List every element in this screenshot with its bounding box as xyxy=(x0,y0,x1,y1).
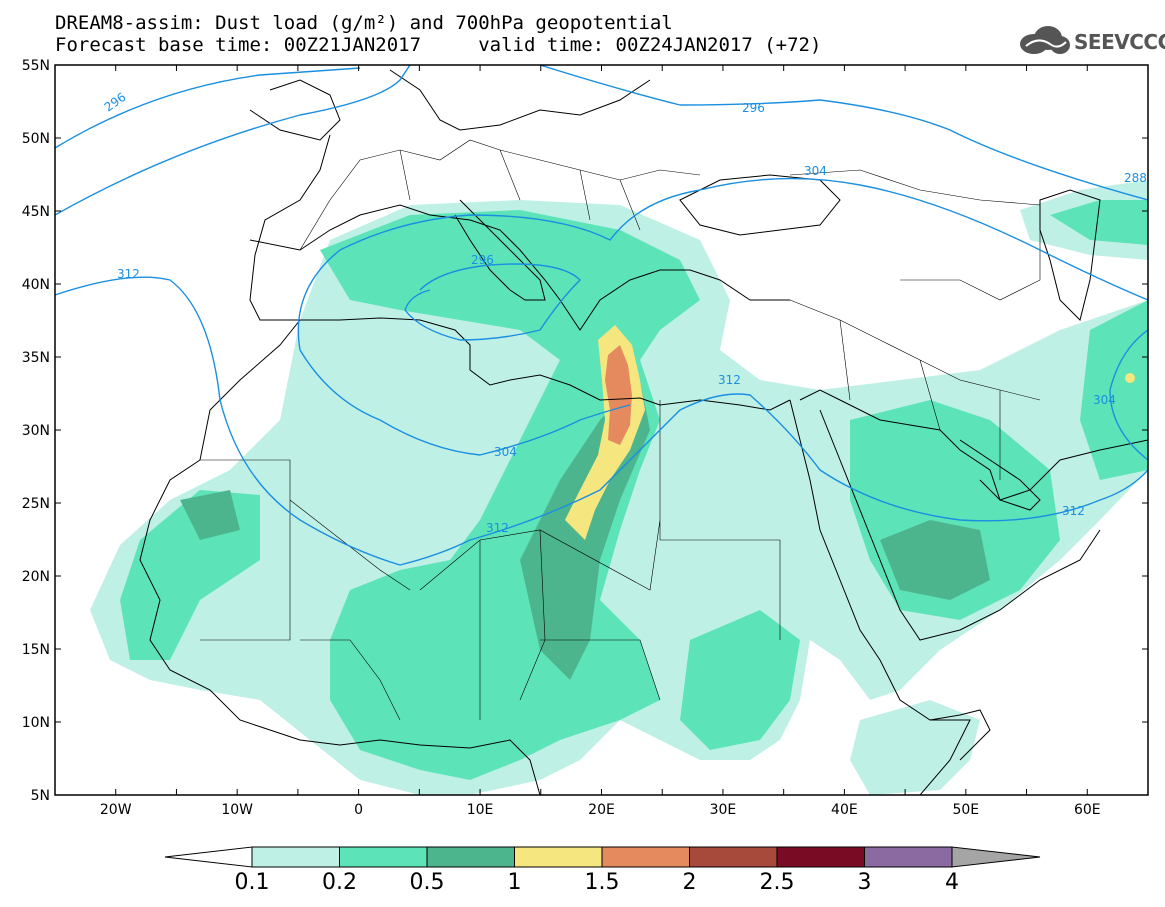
coast-east-africa xyxy=(789,399,971,795)
contour-label: 296 xyxy=(471,253,494,267)
latitude-label: 10N xyxy=(22,715,50,731)
contour-label: 296 xyxy=(102,90,129,115)
contour-296-nw xyxy=(55,65,411,216)
dust-layer-medium-south xyxy=(680,610,800,750)
colorbar-swatch xyxy=(601,846,690,868)
contour-label: 304 xyxy=(804,164,827,178)
colorbar-swatch xyxy=(689,846,778,868)
latitude-label: 45N xyxy=(22,204,50,220)
cloud-logo-icon xyxy=(1020,26,1070,54)
longitude-label: 0 xyxy=(354,802,363,818)
contour-304-inner xyxy=(299,349,631,456)
latitude-label: 55N xyxy=(22,58,50,74)
coast-europe-south xyxy=(249,204,790,331)
geopotential-contours xyxy=(55,65,1148,566)
colorbar-level-label: 2 xyxy=(682,870,697,895)
colorbar-level-label: 1 xyxy=(507,870,522,895)
forecast-time-line: Forecast base time: 00Z21JAN2017 valid t… xyxy=(55,34,822,56)
seevccc-logo: SEEVCCC xyxy=(1016,24,1165,58)
contour-304-east xyxy=(1109,329,1148,461)
colorbar-level-label: 2.5 xyxy=(759,870,795,895)
latitude-label: 40N xyxy=(22,277,50,293)
contour-312-west xyxy=(55,276,1148,566)
coast-caspian xyxy=(1039,189,1101,321)
contour-label: 312 xyxy=(117,267,140,281)
longitude-label: 10E xyxy=(467,802,494,818)
contour-label: 312 xyxy=(1062,504,1085,518)
border-lines-africa xyxy=(200,400,781,721)
contour-label: 312 xyxy=(718,373,741,387)
longitude-label: 20E xyxy=(588,802,615,818)
longitude-label: 30E xyxy=(710,802,737,818)
latitude-label: 30N xyxy=(22,423,50,439)
colorbar-level-label: 0.2 xyxy=(322,870,357,895)
longitude-label: 50E xyxy=(952,802,979,818)
latitude-label: 35N xyxy=(22,350,50,366)
colorbar-level-label: 3 xyxy=(857,870,872,895)
contour-label: 312 xyxy=(486,521,509,535)
coast-red-sea-east xyxy=(819,409,1101,641)
dust-layer-orange xyxy=(605,345,632,445)
longitude-label: 40E xyxy=(831,802,858,818)
dust-shading xyxy=(90,180,1148,795)
map-title: DREAM8-assim: Dust load (g/m²) and 700hP… xyxy=(55,12,673,34)
contour-296-west xyxy=(55,67,361,149)
contour-label: 288 xyxy=(1124,171,1147,185)
contour-296-south xyxy=(539,65,1148,201)
coast-madagascar-horn xyxy=(929,709,991,761)
coast-arabia xyxy=(799,389,1148,501)
colorbar-level-label: 4 xyxy=(945,870,959,895)
contour-label: 304 xyxy=(1093,393,1116,407)
colorbar-level-label: 0.1 xyxy=(234,870,270,895)
colorbar xyxy=(164,846,1041,868)
latitude-label: 25N xyxy=(22,496,50,512)
latitude-label: 5N xyxy=(31,788,50,804)
border-lines-europe xyxy=(299,139,701,251)
colorbar-high-arrow xyxy=(951,846,1041,868)
coast-europe-north xyxy=(249,69,651,141)
colorbar-low-arrow xyxy=(164,846,253,868)
coast-persian-gulf xyxy=(959,439,1041,511)
dust-layer-dark-arabia xyxy=(880,520,990,600)
colorbar-level-label: 1.5 xyxy=(584,870,620,895)
dust-layer-medium-caspian xyxy=(1050,200,1148,245)
colorbar-swatch xyxy=(514,846,603,868)
colorbar-swatch xyxy=(251,846,340,868)
logo-text: SEEVCCC xyxy=(1074,30,1165,54)
border-lines-asia xyxy=(789,169,1041,480)
coastlines xyxy=(139,69,1148,795)
colorbar-swatch xyxy=(776,846,865,868)
dust-layer-dark-west xyxy=(180,490,240,540)
coast-black-sea xyxy=(679,174,841,236)
longitude-label: 20W xyxy=(100,802,132,818)
dust-spot-yellow xyxy=(1125,373,1135,383)
dust-layer-light-east xyxy=(850,700,980,795)
axis-ticks xyxy=(55,64,1148,796)
coast-west-africa xyxy=(139,134,541,795)
contour-label: 304 xyxy=(494,445,517,459)
colorbar-swatch xyxy=(339,846,428,868)
latitude-label: 20N xyxy=(22,569,50,585)
colorbar-swatch xyxy=(426,846,515,868)
contour-296-low xyxy=(404,263,581,341)
colorbar-swatch xyxy=(864,846,953,868)
colorbar-level-label: 0.5 xyxy=(409,870,445,895)
coast-italy xyxy=(454,199,546,301)
latitude-label: 50N xyxy=(22,131,50,147)
latitude-label: 15N xyxy=(22,642,50,658)
contour-304-ring xyxy=(297,177,1148,351)
country-borders xyxy=(200,139,1041,721)
longitude-labels: 20W 10W 0 10E 20E 30E 40E 50E 60E xyxy=(100,802,1101,818)
latitude-labels: 55N 50N 45N 40N 35N 30N 25N 20N 15N 10N 5N xyxy=(22,58,50,804)
longitude-label: 60E xyxy=(1074,802,1101,818)
longitude-label: 10W xyxy=(221,802,253,818)
contour-label: 296 xyxy=(742,101,765,115)
